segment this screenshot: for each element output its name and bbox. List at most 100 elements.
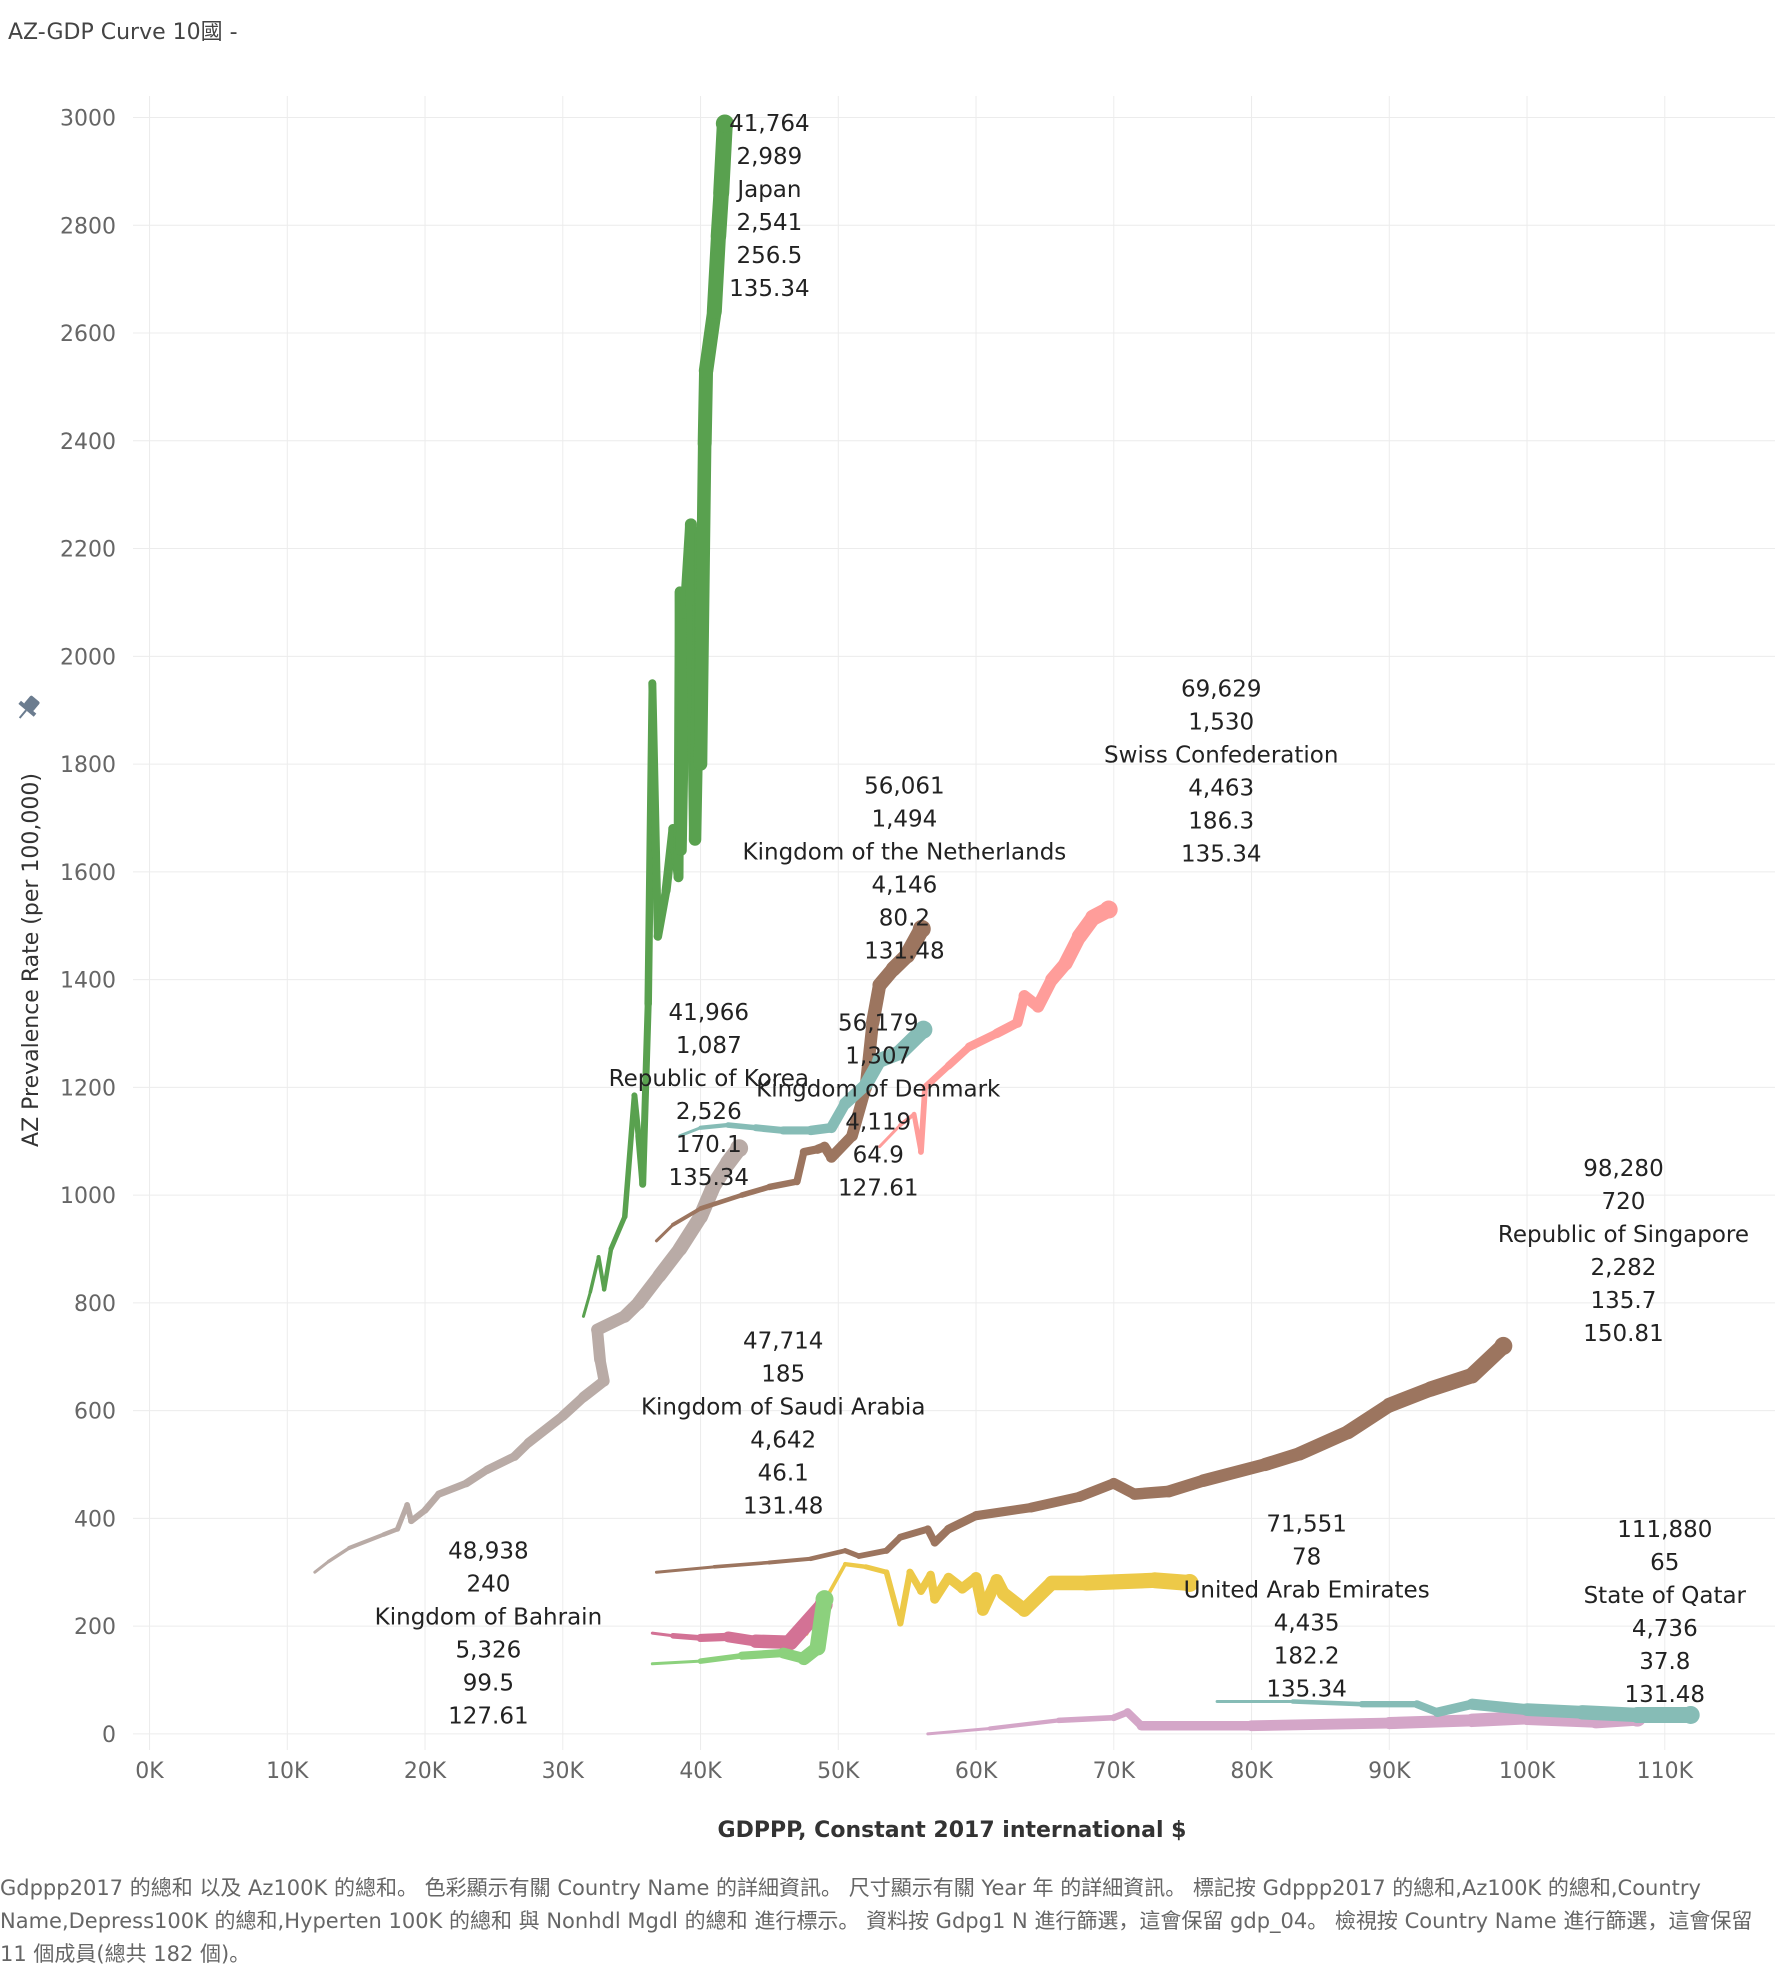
series-segment-republic-of-korea[interactable] <box>313 1559 331 1574</box>
series-segment-kingdom-of-denmark[interactable] <box>698 1122 731 1130</box>
series-segment-united-arab-emirates[interactable] <box>1465 1710 1534 1728</box>
series-segment-bahrain-green[interactable] <box>650 1659 703 1666</box>
series-segment-kingdom-of-bahrain[interactable] <box>650 1631 675 1638</box>
series-segment-kingdom-of-saudi-arabia[interactable] <box>883 1569 904 1627</box>
series-segment-kingdom-of-the-netherlands[interactable] <box>698 1192 745 1211</box>
series-segment-republic-of-singapore[interactable] <box>712 1560 772 1569</box>
series-segment-united-arab-emirates[interactable] <box>987 1718 1061 1731</box>
series-segment-republic-of-singapore[interactable] <box>944 1511 981 1534</box>
series-end-point-kingdom-of-the-netherlands[interactable] <box>912 919 931 938</box>
series-segment-japan[interactable] <box>648 679 662 941</box>
pin-icon[interactable] <box>12 692 43 724</box>
series-segment-kingdom-of-the-netherlands[interactable] <box>654 1223 675 1243</box>
y-tick-label: 200 <box>74 1615 116 1640</box>
series-segment-republic-of-singapore[interactable] <box>856 1547 890 1559</box>
series-segment-state-of-qatar[interactable] <box>1466 1698 1533 1716</box>
series-segment-kingdom-of-the-netherlands[interactable] <box>671 1206 703 1227</box>
series-segment-state-of-qatar[interactable] <box>1574 1705 1645 1723</box>
series-segment-kingdom-of-denmark[interactable] <box>678 1126 703 1138</box>
y-tick-label: 2000 <box>60 645 116 670</box>
data-label-line: 135.34 <box>1181 842 1261 868</box>
series-segment-kingdom-of-saudi-arabia[interactable] <box>1078 1572 1163 1591</box>
series-end-point-republic-of-korea[interactable] <box>730 1139 749 1158</box>
series-segment-japan[interactable] <box>653 886 671 941</box>
series-segment-japan[interactable] <box>581 1290 592 1318</box>
series-segment-kingdom-of-saudi-arabia[interactable] <box>863 1564 890 1575</box>
series-segment-swiss-confederation[interactable] <box>921 1062 952 1091</box>
series-segment-japan[interactable] <box>713 115 733 201</box>
series-segment-swiss-confederation[interactable] <box>944 1043 973 1070</box>
y-tick-label: 1200 <box>60 1076 116 1101</box>
series-segment-japan[interactable] <box>675 607 691 856</box>
x-tick-label: 80K <box>1230 1759 1273 1784</box>
series-segment-united-arab-emirates[interactable] <box>1383 1714 1478 1730</box>
series-segment-japan[interactable] <box>601 1246 614 1292</box>
series-segment-swiss-confederation[interactable] <box>898 1112 917 1127</box>
series-end-point-swiss-confederation[interactable] <box>1099 900 1118 919</box>
series-segment-bahrain-green[interactable] <box>737 1648 788 1660</box>
data-label-line: 65 <box>1650 1550 1679 1576</box>
series-end-point-kingdom-of-saudi-arabia[interactable] <box>1180 1573 1199 1592</box>
series-segment-japan[interactable] <box>631 1092 642 1139</box>
series-segment-swiss-confederation[interactable] <box>964 1029 1002 1052</box>
series-segment-republic-of-korea[interactable] <box>435 1479 471 1498</box>
series-segment-japan[interactable] <box>608 1214 628 1252</box>
series-segment-republic-of-singapore[interactable] <box>654 1565 716 1574</box>
series-segment-kingdom-of-saudi-arabia[interactable] <box>897 1569 914 1627</box>
series-segment-united-arab-emirates[interactable] <box>1055 1714 1117 1724</box>
data-label-line: 135.34 <box>1266 1677 1346 1703</box>
series-segment-republic-of-singapore[interactable] <box>971 1502 1036 1521</box>
data-label-text: 56,061 1,494 Kingdom of the Netherlands 4,1… <box>743 774 1067 965</box>
series-segment-united-arab-emirates[interactable] <box>1246 1717 1395 1732</box>
series-segment-japan[interactable] <box>706 228 726 320</box>
data-label-text: 47,714 185 Kingdom of Saudi Arabia 4,642 46.… <box>641 1329 925 1520</box>
series-segment-kingdom-of-the-netherlands[interactable] <box>739 1184 773 1198</box>
x-tick-label: 50K <box>817 1759 860 1784</box>
series-segment-japan[interactable] <box>622 1092 638 1220</box>
series-segment-japan[interactable] <box>693 436 712 771</box>
series-segment-japan[interactable] <box>588 1255 601 1294</box>
series-segment-state-of-qatar[interactable] <box>1520 1703 1589 1719</box>
data-label-line: 64.9 <box>853 1143 904 1169</box>
x-tick-label: 40K <box>679 1759 722 1784</box>
series-segment-republic-of-singapore[interactable] <box>1074 1478 1119 1502</box>
series-segment-republic-of-korea[interactable] <box>326 1546 352 1564</box>
series-segment-republic-of-korea[interactable] <box>482 1452 519 1475</box>
series-end-point-bahrain-green[interactable] <box>815 1590 834 1609</box>
data-label-line: 2,989 <box>736 144 802 170</box>
series-segment-republic-of-korea[interactable] <box>347 1532 386 1551</box>
series-segment-japan[interactable] <box>639 1000 652 1188</box>
series-end-point-japan[interactable] <box>715 114 734 133</box>
series-segment-kingdom-of-denmark[interactable] <box>752 1124 787 1134</box>
series-segment-republic-of-korea[interactable] <box>523 1411 568 1448</box>
data-label-line: 47,714 <box>743 1329 823 1355</box>
series-segment-kingdom-of-the-netherlands[interactable] <box>846 1081 872 1142</box>
series-segment-kingdom-of-bahrain[interactable] <box>670 1632 704 1641</box>
series-segment-kingdom-of-saudi-arabia[interactable] <box>842 1561 869 1570</box>
series-segment-republic-of-singapore[interactable] <box>1292 1425 1355 1461</box>
series-segment-japan[interactable] <box>698 304 722 379</box>
series-segment-kingdom-of-denmark[interactable] <box>725 1122 759 1131</box>
series-segment-swiss-confederation[interactable] <box>878 1123 902 1149</box>
series-segment-republic-of-singapore[interactable] <box>1340 1398 1397 1440</box>
series-segment-republic-of-singapore[interactable] <box>767 1556 813 1565</box>
series-segment-united-arab-emirates[interactable] <box>1519 1710 1604 1728</box>
gridlines <box>133 96 1775 1750</box>
series-segment-republic-of-singapore[interactable] <box>808 1548 848 1562</box>
series-segment-republic-of-singapore[interactable] <box>1026 1491 1085 1513</box>
series-segment-bahrain-green[interactable] <box>697 1652 745 1664</box>
series-segment-united-arab-emirates[interactable] <box>926 1726 992 1736</box>
series-end-point-state-of-qatar[interactable] <box>1681 1705 1700 1724</box>
series-segment-kingdom-of-the-netherlands[interactable] <box>793 1148 808 1186</box>
series-segment-japan[interactable] <box>697 363 714 451</box>
series-segment-republic-of-singapore[interactable] <box>1197 1458 1272 1487</box>
data-label-line: 4,642 <box>750 1428 816 1454</box>
series-end-point-republic-of-singapore[interactable] <box>1494 1336 1513 1355</box>
series-segment-swiss-confederation[interactable] <box>918 1084 928 1155</box>
data-label-united-arab-emirates: 71,551 78 United Arab Emirates 4,435 182.2 13… <box>1184 1512 1430 1703</box>
series-segment-state-of-qatar[interactable] <box>1290 1699 1365 1707</box>
series-end-point-kingdom-of-denmark[interactable] <box>914 1020 933 1039</box>
series-segment-state-of-qatar[interactable] <box>1432 1699 1477 1718</box>
series-segment-kingdom-of-the-netherlands[interactable] <box>766 1178 801 1191</box>
series-segment-republic-of-singapore[interactable] <box>896 1525 932 1541</box>
